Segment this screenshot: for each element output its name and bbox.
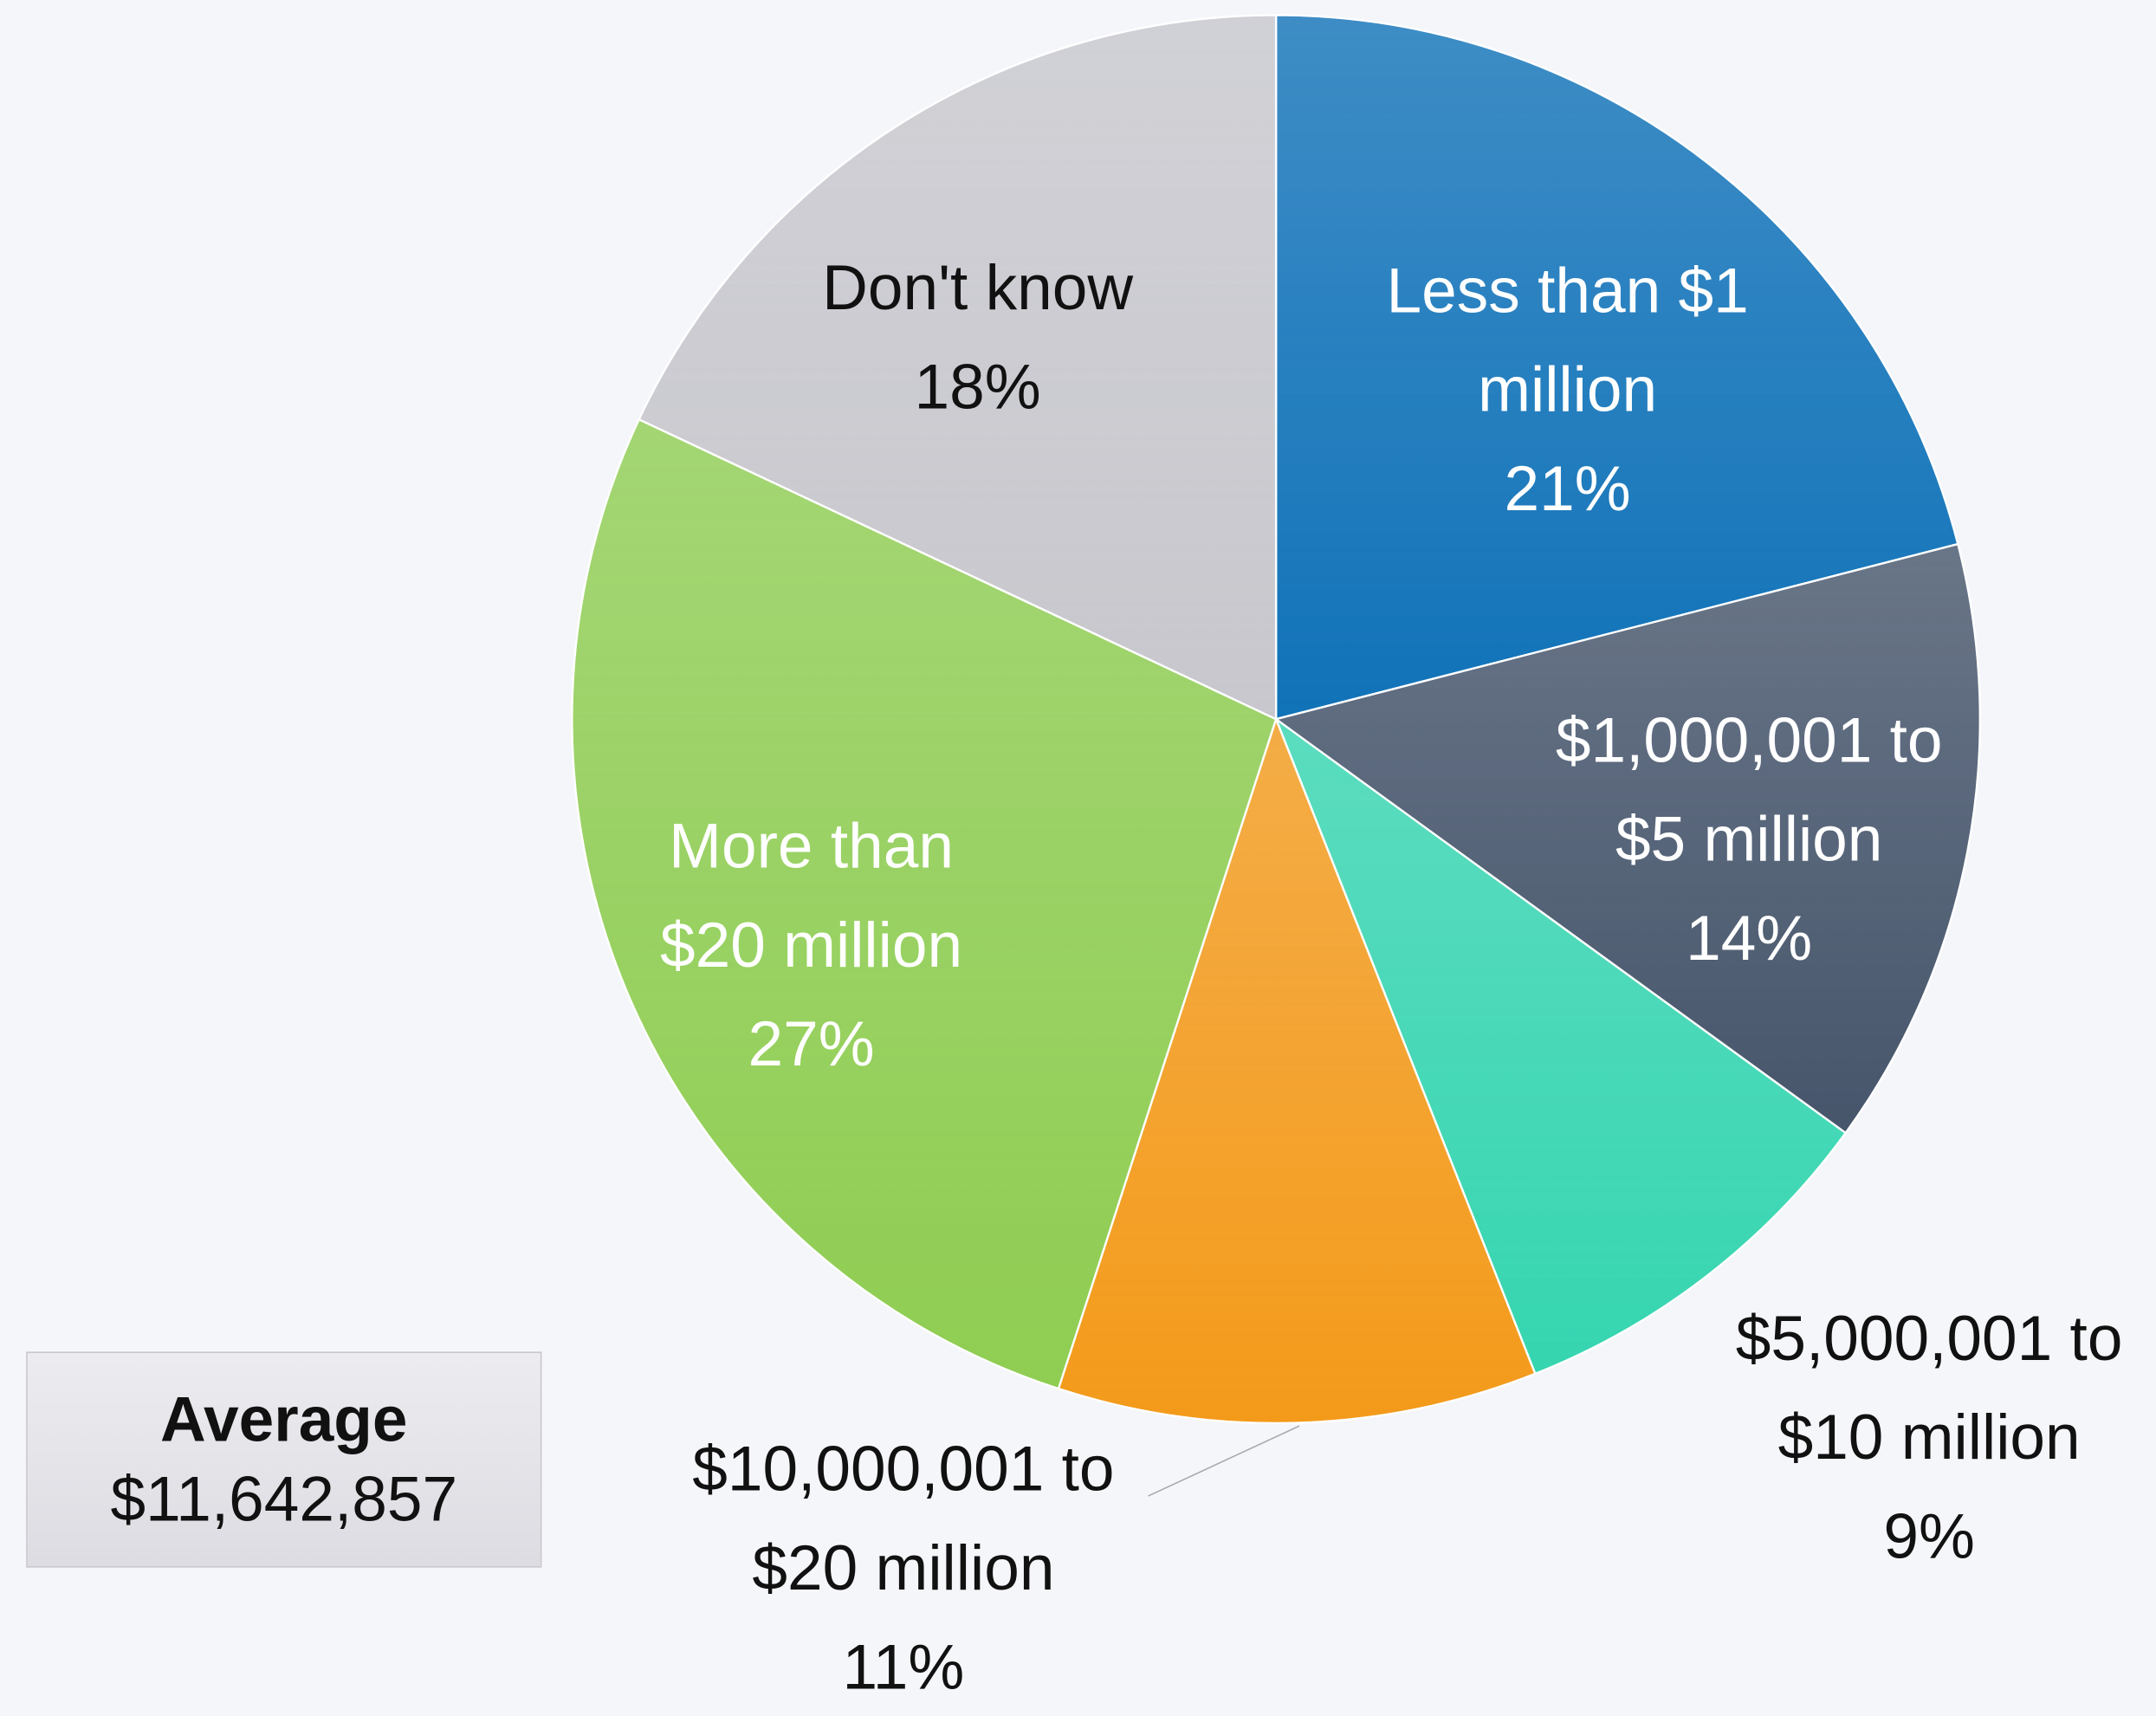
slice-label: Don't know 18% bbox=[772, 238, 1184, 437]
slice-name: Less than $1 million bbox=[1386, 254, 1749, 425]
slice-value: 14% bbox=[1686, 902, 1813, 974]
pie-slice bbox=[1274, 14, 1959, 721]
slice-label: Less than $1 million 21% bbox=[1348, 241, 1788, 538]
average-label: Average bbox=[160, 1383, 408, 1455]
slice-label: $1,000,001 to $5 million 14% bbox=[1515, 690, 1983, 988]
average-box: Average $11,642,857 bbox=[26, 1351, 542, 1568]
slice-value: 11% bbox=[842, 1630, 965, 1703]
slice-value: 9% bbox=[1883, 1499, 1975, 1572]
pie-slice bbox=[1273, 542, 1982, 1135]
slice-label: More than $20 million 27% bbox=[618, 796, 1003, 1093]
average-value: $11,642,857 bbox=[110, 1462, 458, 1535]
slice-value: 21% bbox=[1504, 452, 1631, 524]
pie-slice bbox=[638, 14, 1278, 722]
pie-slice bbox=[1057, 716, 1537, 1425]
slice-name: More than $20 million bbox=[660, 809, 963, 981]
slice-value: 27% bbox=[748, 1007, 875, 1080]
slice-label: $5,000,001 to $10 million 9% bbox=[1702, 1288, 2156, 1585]
slice-name: $1,000,001 to $5 million bbox=[1555, 703, 1943, 875]
leader-line bbox=[1148, 1425, 1300, 1497]
slice-name: $5,000,001 to $10 million bbox=[1735, 1302, 2123, 1473]
slice-name: Don't know bbox=[822, 251, 1134, 324]
pie-slice bbox=[1273, 716, 1848, 1376]
slice-label: $10,000,001 to $20 million 11% bbox=[656, 1419, 1150, 1716]
pie-slice bbox=[571, 418, 1278, 1390]
slice-value: 18% bbox=[914, 350, 1041, 423]
slice-name: $10,000,001 to $20 million bbox=[692, 1433, 1115, 1603]
